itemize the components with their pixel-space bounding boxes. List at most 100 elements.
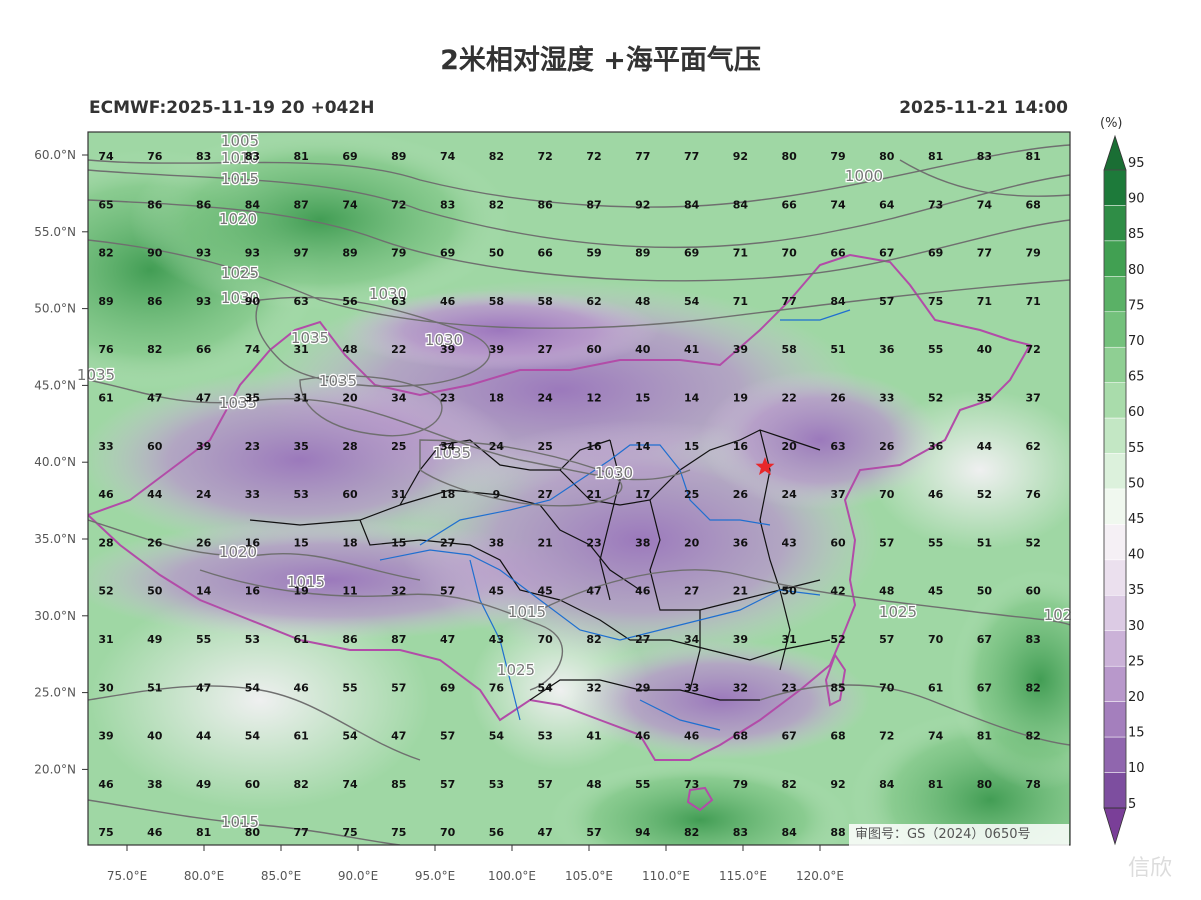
isobar-label: 1035	[219, 394, 257, 412]
humidity-value: 71	[1026, 295, 1041, 308]
humidity-value: 81	[928, 778, 943, 791]
longitude-axis: 75.0°E 80.0°E 85.0°E 90.0°E 95.0°E 100.0°E 105…	[107, 845, 844, 883]
model-run-label: ECMWF:2025-11-19 20 +042H	[89, 98, 375, 118]
isobar-label: 1030	[425, 331, 463, 349]
humidity-value: 70	[782, 247, 798, 260]
humidity-value: 55	[928, 536, 943, 549]
humidity-value: 47	[440, 633, 455, 646]
colorbar-swatch	[1103, 665, 1127, 702]
humidity-value: 32	[391, 585, 406, 598]
humidity-value: 77	[684, 150, 699, 163]
humidity-value: 56	[489, 826, 505, 839]
isobar-label: 1030	[221, 289, 259, 307]
humidity-value: 53	[489, 778, 504, 791]
humidity-value: 25	[391, 440, 406, 453]
humidity-value: 31	[294, 392, 309, 405]
humidity-value: 82	[294, 778, 309, 791]
humidity-value: 33	[684, 681, 699, 694]
humidity-value: 35	[245, 392, 260, 405]
colorbar-swatch	[1103, 595, 1127, 632]
colorbar-swatch	[1103, 382, 1127, 419]
humidity-value: 46	[147, 826, 163, 839]
humidity-value: 61	[928, 681, 943, 694]
humidity-value: 21	[733, 585, 748, 598]
lon-label: 90.0°E	[338, 869, 378, 883]
humidity-value: 37	[830, 488, 845, 501]
humidity-value: 52	[830, 633, 845, 646]
humidity-value: 29	[635, 681, 650, 694]
humidity-value-grid: 74 76 83 83 81 69 89 74 82 72 72 77 77 92 80 79 80 81 83 81…	[98, 150, 1041, 839]
humidity-value: 34	[440, 440, 456, 453]
humidity-value: 53	[538, 730, 553, 743]
lon-label: 95.0°E	[415, 869, 455, 883]
humidity-value: 84	[830, 295, 846, 308]
humidity-value: 68	[733, 730, 748, 743]
humidity-value: 84	[245, 198, 261, 211]
humidity-value: 66	[538, 247, 554, 260]
humidity-value: 31	[294, 343, 309, 356]
humidity-value: 45	[928, 585, 943, 598]
colorbar-tick-label: 25	[1128, 654, 1145, 669]
humidity-value: 82	[1026, 681, 1041, 694]
humidity-value: 51	[147, 681, 162, 694]
humidity-value: 45	[538, 585, 553, 598]
humidity-value: 54	[684, 295, 700, 308]
colorbar-tick-label: 80	[1128, 263, 1145, 278]
colorbar-tick-label: 65	[1128, 370, 1145, 385]
colorbar-swatch	[1103, 205, 1127, 242]
humidity-value: 89	[391, 150, 406, 163]
humidity-value: 70	[879, 488, 895, 501]
colorbar-top-arrow	[1103, 134, 1127, 171]
humidity-value: 39	[489, 343, 504, 356]
humidity-value: 38	[147, 778, 162, 791]
star-icon	[755, 457, 775, 475]
humidity-value: 68	[1026, 198, 1041, 211]
humidity-value: 26	[147, 536, 163, 549]
colorbar-swatch	[1103, 346, 1127, 383]
humidity-value: 77	[635, 150, 650, 163]
lat-label: 50.0°N	[34, 302, 76, 316]
humidity-value: 72	[1026, 343, 1041, 356]
humidity-value: 14	[635, 440, 651, 453]
lon-label: 80.0°E	[184, 869, 224, 883]
humidity-value: 81	[196, 826, 211, 839]
humidity-value: 81	[1026, 150, 1041, 163]
humidity-value: 57	[879, 633, 894, 646]
humidity-value: 57	[879, 295, 894, 308]
humidity-value: 46	[684, 730, 700, 743]
colorbar-tick-label: 15	[1128, 726, 1145, 741]
colorbar-swatch	[1103, 488, 1127, 525]
humidity-value: 41	[684, 343, 699, 356]
humidity-value: 52	[977, 488, 992, 501]
humidity-value: 77	[294, 826, 309, 839]
humidity-value: 27	[635, 633, 650, 646]
isobar-label: 1030	[595, 464, 633, 482]
humidity-value: 92	[635, 198, 650, 211]
humidity-value: 62	[1026, 440, 1041, 453]
isobar-label: 102	[1044, 606, 1073, 624]
humidity-value: 71	[733, 247, 748, 260]
humidity-value: 74	[928, 730, 944, 743]
colorbar-swatch	[1103, 630, 1127, 667]
humidity-value: 70	[928, 633, 944, 646]
humidity-value: 74	[342, 198, 358, 211]
humidity-value: 70	[440, 826, 456, 839]
humidity-value: 90	[147, 247, 163, 260]
colorbar-swatch	[1103, 417, 1127, 454]
humidity-value: 44	[196, 730, 212, 743]
humidity-value: 25	[538, 440, 553, 453]
humidity-value: 92	[830, 778, 845, 791]
humidity-value: 66	[196, 343, 212, 356]
humidity-value: 24	[538, 392, 554, 405]
humidity-value: 93	[196, 295, 211, 308]
lon-label: 105.0°E	[565, 869, 613, 883]
humidity-value: 39	[440, 343, 455, 356]
lat-label: 20.0°N	[34, 762, 76, 776]
humidity-value: 76	[98, 343, 114, 356]
humidity-value: 86	[538, 198, 554, 211]
humidity-value: 92	[733, 150, 748, 163]
humidity-value: 83	[1026, 633, 1041, 646]
colorbar-tick-label: 70	[1128, 334, 1145, 349]
humidity-value: 72	[879, 730, 894, 743]
humidity-value: 74	[977, 198, 993, 211]
